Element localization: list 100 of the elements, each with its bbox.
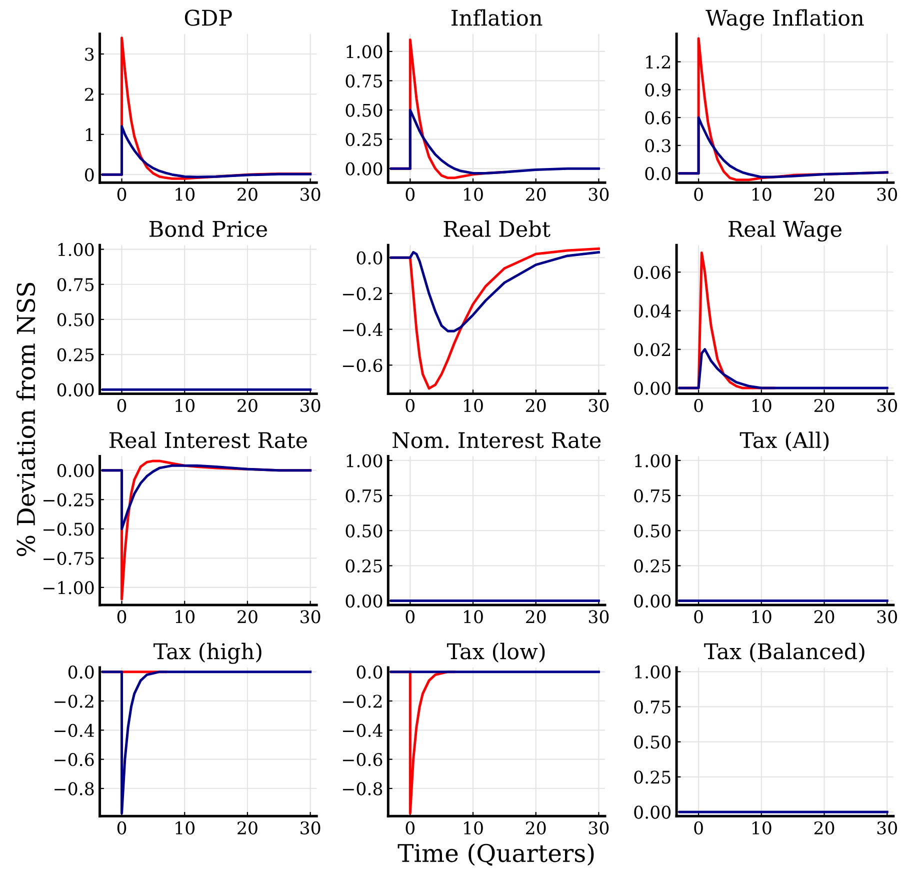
line-series <box>102 464 312 530</box>
x-tick-label: 10 <box>176 398 195 412</box>
x-tick-label: 10 <box>752 188 772 201</box>
y-tick-label: 0.75 <box>634 489 670 502</box>
y-tick-label: 0.0 <box>356 251 382 264</box>
y-tick-label: 0.00 <box>634 806 671 819</box>
x-tick-label: 30 <box>877 821 898 834</box>
x-tick-label: 30 <box>300 188 320 201</box>
y-tick-label: 1.00 <box>635 454 671 468</box>
chart-title: Tax (All) <box>740 432 829 452</box>
x-tick-label: 10 <box>752 821 772 834</box>
y-tick-label: 0.25 <box>634 770 670 784</box>
x-tick-label: 20 <box>814 398 834 412</box>
y-tick-label: −0.2 <box>342 694 382 708</box>
y-tick-label: 0.02 <box>634 343 670 356</box>
chart-title: Inflation <box>452 9 542 26</box>
x-tick-label: 0 <box>694 610 703 624</box>
y-tick-label: 1.00 <box>346 454 382 468</box>
x-axis-title: Time (Quarters) <box>398 843 594 866</box>
x-tick-label: 10 <box>176 188 195 201</box>
x-tick-label: 30 <box>300 610 320 624</box>
y-tick-label: −0.4 <box>342 323 382 336</box>
y-tick-label: 1.2 <box>646 55 670 69</box>
y-tick-label: 0.50 <box>634 736 671 749</box>
x-tick-label: 20 <box>238 610 258 624</box>
y-tick-label: −0.2 <box>342 287 382 300</box>
x-tick-label: 20 <box>814 188 834 201</box>
x-tick-label: 30 <box>300 398 320 412</box>
y-tick-label: 0.25 <box>634 559 670 573</box>
y-tick-label: 2 <box>85 88 94 101</box>
y-tick-label: 0.00 <box>346 594 382 608</box>
x-tick-label: 0 <box>694 398 703 412</box>
y-tick-label: −0.25 <box>44 493 94 506</box>
x-tick-label: 0 <box>694 821 703 834</box>
line-series <box>102 125 312 178</box>
y-tick-label: 1 <box>86 128 92 141</box>
x-tick-label: 0 <box>117 610 126 624</box>
x-tick-label: 20 <box>526 821 546 834</box>
y-tick-label: 3 <box>85 48 94 61</box>
chart-title: Real Debt <box>444 220 550 238</box>
y-tick-label: 0.50 <box>346 104 382 117</box>
x-tick-label: 20 <box>526 188 546 201</box>
line-series <box>390 251 600 332</box>
x-tick-label: 10 <box>176 821 195 834</box>
x-tick-label: 10 <box>752 610 772 624</box>
y-tick-label: 0.50 <box>346 524 382 538</box>
x-tick-label: 0 <box>406 610 415 624</box>
chart-title: Bond Price <box>150 220 267 238</box>
x-tick-label: 10 <box>464 398 483 412</box>
line-series <box>678 348 888 390</box>
y-tick-label: −0.8 <box>342 782 382 796</box>
x-tick-label: 10 <box>464 188 483 201</box>
x-tick-label: 10 <box>176 610 195 624</box>
y-tick-label: 0.75 <box>634 700 670 714</box>
y-tick-label: 0.50 <box>57 313 94 326</box>
x-tick-label: 30 <box>588 821 609 834</box>
y-tick-label: −0.6 <box>54 753 94 766</box>
y-tick-label: −0.75 <box>44 552 94 565</box>
x-tick-label: 20 <box>526 398 546 412</box>
y-tick-label: −1.00 <box>44 581 94 594</box>
chart-title: Real Wage <box>728 220 842 242</box>
y-tick-label: −0.6 <box>342 753 382 766</box>
y-tick-label: 0.25 <box>57 348 94 362</box>
y-tick-label: 0.50 <box>634 524 671 538</box>
x-tick-label: 20 <box>814 610 834 624</box>
y-tick-label: 0.25 <box>346 133 382 146</box>
y-tick-label: 0.0 <box>68 666 94 679</box>
x-tick-label: 30 <box>300 821 320 834</box>
y-tick-label: 0.0 <box>645 167 671 180</box>
x-tick-label: 10 <box>464 610 483 624</box>
y-tick-label: 0.00 <box>634 382 671 395</box>
y-axis-title: % Deviation from NSS <box>16 282 36 556</box>
y-tick-label: −0.50 <box>44 522 94 536</box>
y-tick-label: 0.3 <box>645 139 670 152</box>
x-tick-label: 0 <box>117 188 126 201</box>
line-series <box>390 108 600 174</box>
x-tick-label: 10 <box>752 398 772 412</box>
x-tick-label: 30 <box>877 398 898 412</box>
x-tick-label: 20 <box>238 821 258 834</box>
x-tick-label: 0 <box>406 821 415 834</box>
y-tick-label: 0.25 <box>346 559 382 573</box>
chart-title: Tax (low) <box>447 642 545 662</box>
y-tick-label: 0.00 <box>57 383 94 396</box>
y-tick-label: 1.00 <box>58 243 94 256</box>
x-tick-label: 20 <box>238 188 258 201</box>
chart-title: Tax (Balanced) <box>704 642 864 662</box>
line-series <box>102 670 312 815</box>
chart-title: Real Interest Rate <box>109 432 307 448</box>
y-tick-label: −0.2 <box>54 694 94 708</box>
x-tick-label: 0 <box>117 821 126 834</box>
y-tick-label: 0.75 <box>346 489 382 502</box>
y-tick-label: 1.00 <box>346 45 382 58</box>
chart-title: Nom. Interest Rate <box>392 432 601 448</box>
y-tick-label: 0.00 <box>346 162 382 176</box>
y-tick-label: 0.06 <box>634 266 671 279</box>
chart-title: Wage Inflation <box>706 9 864 30</box>
x-tick-label: 20 <box>238 398 258 412</box>
y-tick-label: 0.6 <box>645 111 671 124</box>
x-tick-label: 10 <box>464 821 483 834</box>
x-tick-label: 0 <box>117 398 126 412</box>
